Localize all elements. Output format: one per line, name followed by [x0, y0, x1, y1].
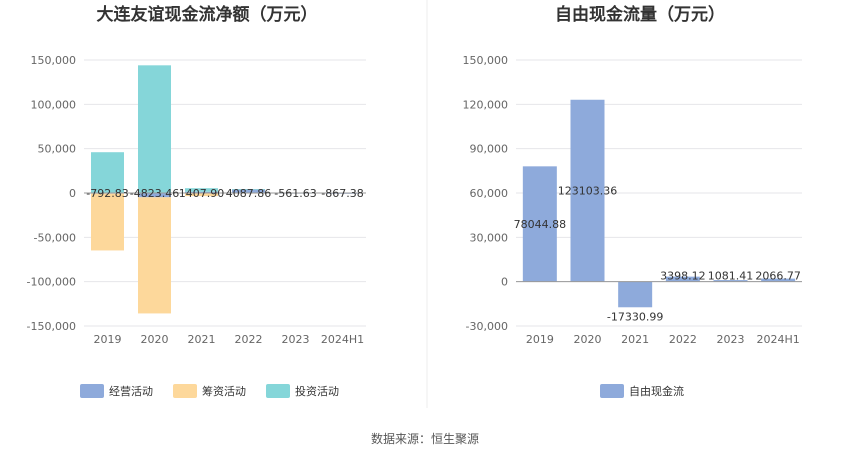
legend-swatch: [266, 384, 290, 398]
chart-title: 自由现金流量（万元）: [555, 4, 725, 25]
legend-label: 投资活动: [295, 384, 339, 398]
x-tick-label: 2021: [621, 333, 649, 346]
x-tick-label: 2023: [717, 333, 745, 346]
data-label: 4087.86: [226, 187, 272, 200]
y-tick-label: 60,000: [470, 187, 509, 200]
y-tick-label: 0: [69, 187, 76, 200]
bar: [232, 189, 265, 190]
x-tick-label: 2022: [235, 333, 263, 346]
y-tick-label: -30,000: [466, 320, 508, 333]
bar: [185, 191, 218, 193]
y-tick-label: -50,000: [34, 231, 76, 244]
data-label: 3398.12: [660, 270, 706, 283]
y-tick-label: 90,000: [470, 143, 509, 156]
data-label: -561.63: [274, 187, 316, 200]
bar: [522, 166, 557, 282]
bar: [138, 197, 171, 314]
legend-swatch: [173, 384, 197, 398]
x-tick-label: 2024H1: [321, 333, 364, 346]
source-note: 数据来源：恒生聚源: [371, 431, 479, 446]
x-tick-label: 2019: [94, 333, 122, 346]
x-tick-label: 2020: [141, 333, 169, 346]
bar: [761, 278, 796, 282]
y-tick-label: 0: [501, 276, 508, 289]
data-label: 123103.36: [558, 185, 618, 198]
y-tick-label: 120,000: [463, 98, 509, 111]
x-tick-label: 2023: [282, 333, 310, 346]
y-tick-label: 30,000: [470, 231, 509, 244]
legend-swatch: [600, 384, 624, 398]
x-tick-label: 2022: [669, 333, 697, 346]
bar: [665, 276, 700, 282]
x-tick-label: 2019: [526, 333, 554, 346]
data-label: -792.83: [86, 187, 128, 200]
bar: [618, 281, 653, 308]
legend-swatch: [80, 384, 104, 398]
data-label: 1407.90: [179, 187, 225, 200]
y-tick-label: -150,000: [27, 320, 76, 333]
legend-label: 筹资活动: [202, 384, 246, 398]
bar: [185, 188, 218, 192]
bar: [138, 65, 171, 193]
data-label: -867.38: [321, 187, 363, 200]
bar: [91, 193, 124, 251]
bar: [185, 193, 218, 197]
y-tick-label: 150,000: [463, 54, 509, 67]
chart-title: 大连友谊现金流净额（万元）: [97, 4, 318, 25]
data-label: 78044.88: [514, 218, 567, 231]
legend-label: 自由现金流: [629, 384, 684, 398]
data-label: 2066.77: [755, 270, 801, 283]
y-tick-label: -100,000: [27, 276, 76, 289]
data-label: -17330.99: [607, 310, 663, 323]
bar: [91, 152, 124, 193]
y-tick-label: 50,000: [38, 143, 77, 156]
x-tick-label: 2024H1: [757, 333, 800, 346]
y-tick-label: 100,000: [31, 98, 77, 111]
data-label: 1081.41: [708, 270, 754, 283]
x-tick-label: 2021: [188, 333, 216, 346]
bar: [713, 280, 748, 282]
bar: [232, 189, 265, 193]
cash-flow-net-chart: 大连友谊现金流净额（万元） 150,000 100,000 50,000 0 -50,0…: [27, 4, 366, 398]
y-tick-label: 150,000: [31, 54, 77, 67]
data-label: -4823.46: [130, 187, 179, 200]
bar: [138, 193, 171, 198]
legend-label: 经营活动: [109, 384, 153, 398]
x-tick-label: 2020: [574, 333, 602, 346]
free-cash-flow-chart: 自由现金流量（万元） 150,000 120,000 90,000 60,000 30,…: [463, 4, 802, 398]
bar: [570, 99, 605, 282]
